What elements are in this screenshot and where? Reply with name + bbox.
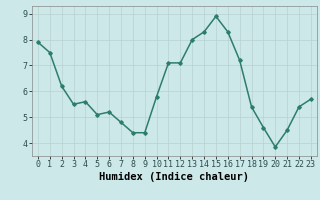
X-axis label: Humidex (Indice chaleur): Humidex (Indice chaleur) <box>100 172 249 182</box>
